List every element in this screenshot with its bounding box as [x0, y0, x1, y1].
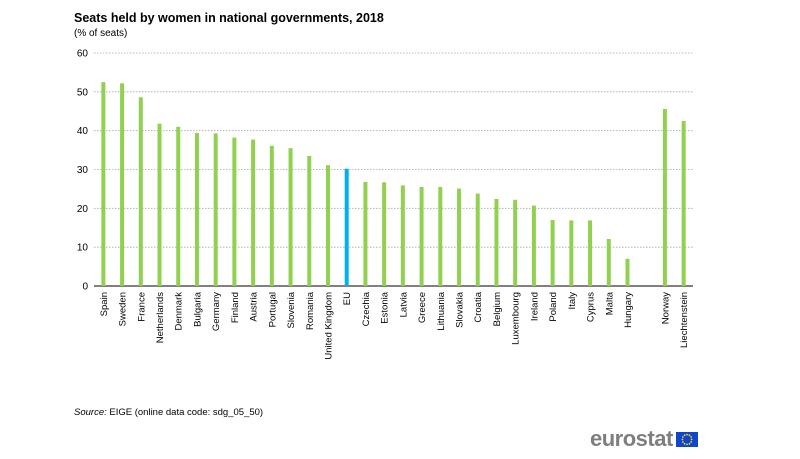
- x-tick-label: Spain: [99, 292, 110, 316]
- bar: [550, 219, 555, 286]
- x-tick-label: Croatia: [473, 291, 484, 322]
- bar: [419, 186, 424, 286]
- bar: [363, 181, 368, 286]
- bar: [307, 155, 312, 286]
- x-tick-label: Belgium: [492, 292, 503, 326]
- chart-title: Seats held by women in national governme…: [74, 11, 384, 25]
- eu-flag-icon: [675, 431, 698, 447]
- x-tick-label: Slovenia: [286, 291, 297, 328]
- bar-chart: 0 10 20 30 40 50 60 Spain Sweden France Netherland…: [77, 49, 693, 360]
- bar: [120, 83, 125, 286]
- bar: [494, 199, 499, 286]
- x-tick-label: France: [136, 292, 147, 322]
- bar: [157, 123, 162, 286]
- x-tick-label: Slovakia: [455, 291, 466, 328]
- logo-text: eurostat: [590, 426, 673, 451]
- x-tick-label: Norway: [660, 292, 671, 324]
- bar: [438, 186, 443, 286]
- x-tick-label: Netherlands: [155, 292, 166, 343]
- y-tick-label: 10: [77, 243, 89, 254]
- chart-subtitle: (% of seats): [74, 28, 128, 39]
- bar: [475, 193, 480, 286]
- bar: [457, 188, 462, 286]
- x-tick-label: Lithuania: [436, 291, 447, 330]
- bar: [232, 137, 237, 286]
- bar: [531, 205, 536, 286]
- bar: [681, 120, 686, 286]
- x-tick-label: Greece: [417, 292, 428, 323]
- eurostat-logo: eurostat: [590, 426, 698, 452]
- y-tick-label: 20: [77, 204, 89, 215]
- bar: [213, 133, 218, 286]
- source-label: Source:: [74, 407, 107, 418]
- bar: [194, 132, 199, 286]
- x-tick-label: Luxembourg: [511, 292, 522, 345]
- x-tick-label: Latvia: [398, 291, 409, 317]
- bar: [101, 82, 106, 286]
- x-tick-label: Hungary: [623, 292, 634, 328]
- y-tick-label: 60: [77, 49, 89, 60]
- x-tick-label: Romania: [305, 291, 316, 330]
- source-note: Source: EIGE (online data code: sdg_05_5…: [74, 407, 263, 418]
- x-tick-label: Italy: [567, 292, 578, 310]
- x-tick-label: United Kingdom: [323, 292, 334, 360]
- bar: [588, 220, 593, 286]
- x-tick-label: Bulgaria: [192, 291, 203, 327]
- x-tick-label: Ireland: [529, 292, 540, 321]
- bar: [269, 145, 274, 286]
- x-tick-label: Finland: [230, 292, 241, 323]
- x-tick-label: Austria: [249, 291, 260, 321]
- bar: [344, 168, 349, 286]
- y-tick-label: 40: [77, 126, 89, 137]
- bar: [325, 165, 330, 286]
- x-tick-label: Malta: [604, 291, 615, 315]
- x-tick-label: Czechia: [361, 291, 372, 326]
- bar: [138, 97, 143, 287]
- source-text: EIGE (online data code: sdg_05_50): [106, 407, 264, 418]
- bar: [382, 182, 387, 286]
- x-tick-label: EU: [342, 292, 353, 305]
- y-tick-label: 0: [82, 282, 88, 293]
- x-tick-label: Poland: [548, 292, 559, 322]
- bar: [400, 185, 405, 286]
- bar: [251, 139, 256, 286]
- x-tick-label: Germany: [211, 292, 222, 331]
- x-tick-label: Estonia: [380, 291, 391, 323]
- x-tick-label: Cyprus: [586, 292, 597, 322]
- bar: [606, 239, 611, 286]
- y-tick-label: 50: [77, 87, 89, 98]
- bar: [625, 258, 630, 286]
- bar: [513, 199, 518, 286]
- x-tick-label: Denmark: [174, 292, 185, 331]
- x-tick-label: Portugal: [267, 292, 278, 327]
- x-tick-label: Liechtenstein: [679, 292, 690, 348]
- bar: [288, 148, 293, 286]
- bar: [569, 220, 574, 286]
- bar: [176, 126, 181, 287]
- y-tick-label: 30: [77, 165, 89, 176]
- x-tick-label: Sweden: [118, 292, 129, 326]
- bar: [662, 108, 667, 286]
